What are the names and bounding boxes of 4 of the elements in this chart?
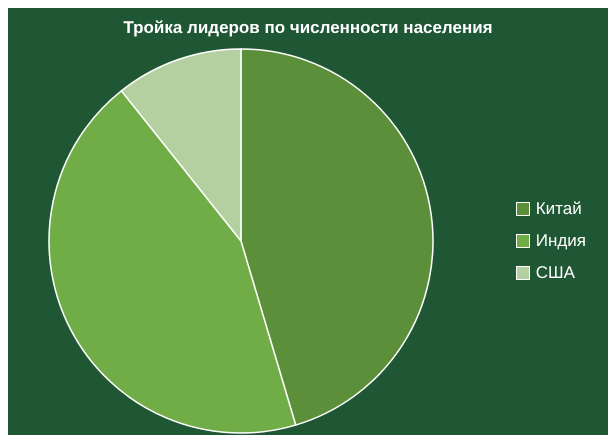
legend-label: Китай <box>536 199 582 219</box>
chart-title: Тройка лидеров по численности населения <box>122 18 494 38</box>
legend-label: США <box>536 263 575 283</box>
legend-label: Индия <box>536 231 586 251</box>
